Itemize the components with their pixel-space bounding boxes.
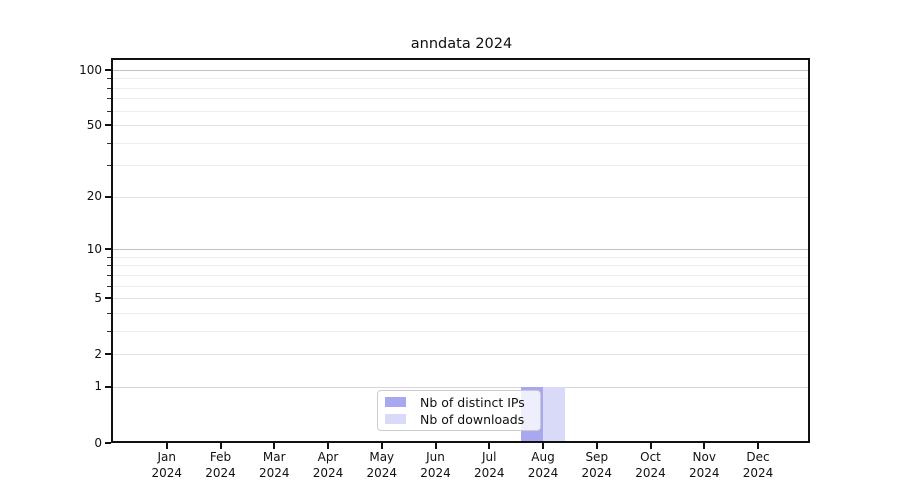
- x-tick-label: Jul 2024: [473, 450, 505, 480]
- x-tick-label: Aug 2024: [527, 450, 559, 480]
- x-tick-label: Nov 2024: [688, 450, 720, 480]
- chart-title: anndata 2024: [410, 36, 513, 52]
- y-axis-tick: [105, 124, 111, 127]
- x-tick-label: Apr 2024: [312, 450, 344, 480]
- x-axis-tick: [649, 443, 652, 449]
- y-axis-minor-tick: [107, 285, 111, 287]
- legend-label: Nb of downloads: [420, 411, 525, 427]
- gridline-major: [113, 249, 810, 251]
- gridline-major: [113, 125, 810, 127]
- bar-downloads: [543, 386, 565, 443]
- gridline-major: [113, 354, 810, 356]
- gridline-minor: [113, 110, 810, 112]
- plot-area: [113, 60, 810, 443]
- gridline-minor: [113, 256, 810, 258]
- y-tick-label: 1: [94, 379, 102, 394]
- y-axis-tick: [105, 385, 111, 388]
- y-axis-minor-tick: [107, 165, 111, 167]
- y-axis-minor-tick: [107, 330, 111, 332]
- gridline-minor: [113, 285, 810, 287]
- legend-label: Nb of distinct IPs: [420, 394, 525, 410]
- gridline-minor: [113, 142, 810, 144]
- gridline-minor: [113, 165, 810, 167]
- x-axis-tick: [542, 443, 544, 449]
- y-axis-minor-tick: [107, 110, 111, 112]
- y-axis-tick: [105, 195, 111, 198]
- x-axis-tick: [757, 443, 759, 449]
- gridline-minor: [113, 78, 810, 80]
- y-tick-label: 50: [86, 117, 102, 132]
- gridline-minor: [113, 312, 810, 314]
- legend: Nb of distinct IPs Nb of downloads: [377, 390, 541, 431]
- x-tick-label: Sep 2024: [581, 450, 613, 480]
- y-axis-minor-tick: [107, 312, 111, 314]
- y-tick-label: 10: [86, 241, 102, 256]
- x-tick-label: Jun 2024: [420, 450, 451, 480]
- gridline-minor: [113, 330, 810, 332]
- y-tick-label: 2: [94, 346, 102, 361]
- y-axis-minor-tick: [107, 256, 111, 258]
- x-tick-label: Feb 2024: [205, 450, 236, 480]
- x-axis-tick: [327, 443, 329, 449]
- gridline-major: [113, 196, 810, 198]
- y-axis-minor-tick: [107, 78, 111, 80]
- x-tick-label: Dec 2024: [742, 450, 774, 480]
- y-tick-label: 100: [79, 62, 102, 77]
- gridline-minor: [113, 98, 810, 100]
- x-tick-label: Mar 2024: [258, 450, 290, 480]
- y-axis-minor-tick: [107, 142, 111, 144]
- y-tick-label: 20: [86, 189, 102, 204]
- x-axis-tick: [595, 443, 598, 449]
- legend-item: Nb of downloads: [385, 411, 540, 428]
- legend-item: Nb of distinct IPs: [385, 394, 540, 411]
- gridline-major: [113, 386, 810, 388]
- gridline-minor: [113, 274, 810, 276]
- y-axis-minor-tick: [107, 274, 111, 276]
- y-tick-label: 0: [94, 435, 102, 450]
- x-axis-tick: [165, 443, 168, 449]
- x-tick-label: Jan 2024: [151, 450, 183, 480]
- y-axis-tick: [105, 353, 111, 356]
- gridline-major: [113, 298, 810, 300]
- y-axis-minor-tick: [107, 87, 111, 89]
- y-axis-minor-tick: [107, 98, 111, 100]
- gridline-minor: [113, 265, 810, 267]
- legend-swatch: [385, 397, 406, 407]
- x-tick-label: May 2024: [366, 450, 398, 480]
- y-axis-tick: [105, 69, 111, 71]
- x-axis-tick: [488, 443, 491, 449]
- x-axis-tick: [434, 443, 437, 449]
- x-axis-tick: [273, 443, 276, 449]
- y-axis-minor-tick: [107, 265, 111, 267]
- x-axis-tick: [703, 443, 706, 449]
- gridline-minor: [113, 87, 810, 89]
- y-axis-tick: [105, 248, 111, 251]
- y-axis-tick: [105, 442, 111, 444]
- y-tick-label: 5: [94, 290, 102, 305]
- y-axis-tick: [105, 297, 111, 300]
- x-tick-label: Oct 2024: [635, 450, 666, 480]
- x-axis-tick: [380, 443, 383, 449]
- legend-swatch: [385, 414, 406, 424]
- x-axis-tick: [219, 443, 222, 449]
- gridline-major: [113, 70, 810, 71]
